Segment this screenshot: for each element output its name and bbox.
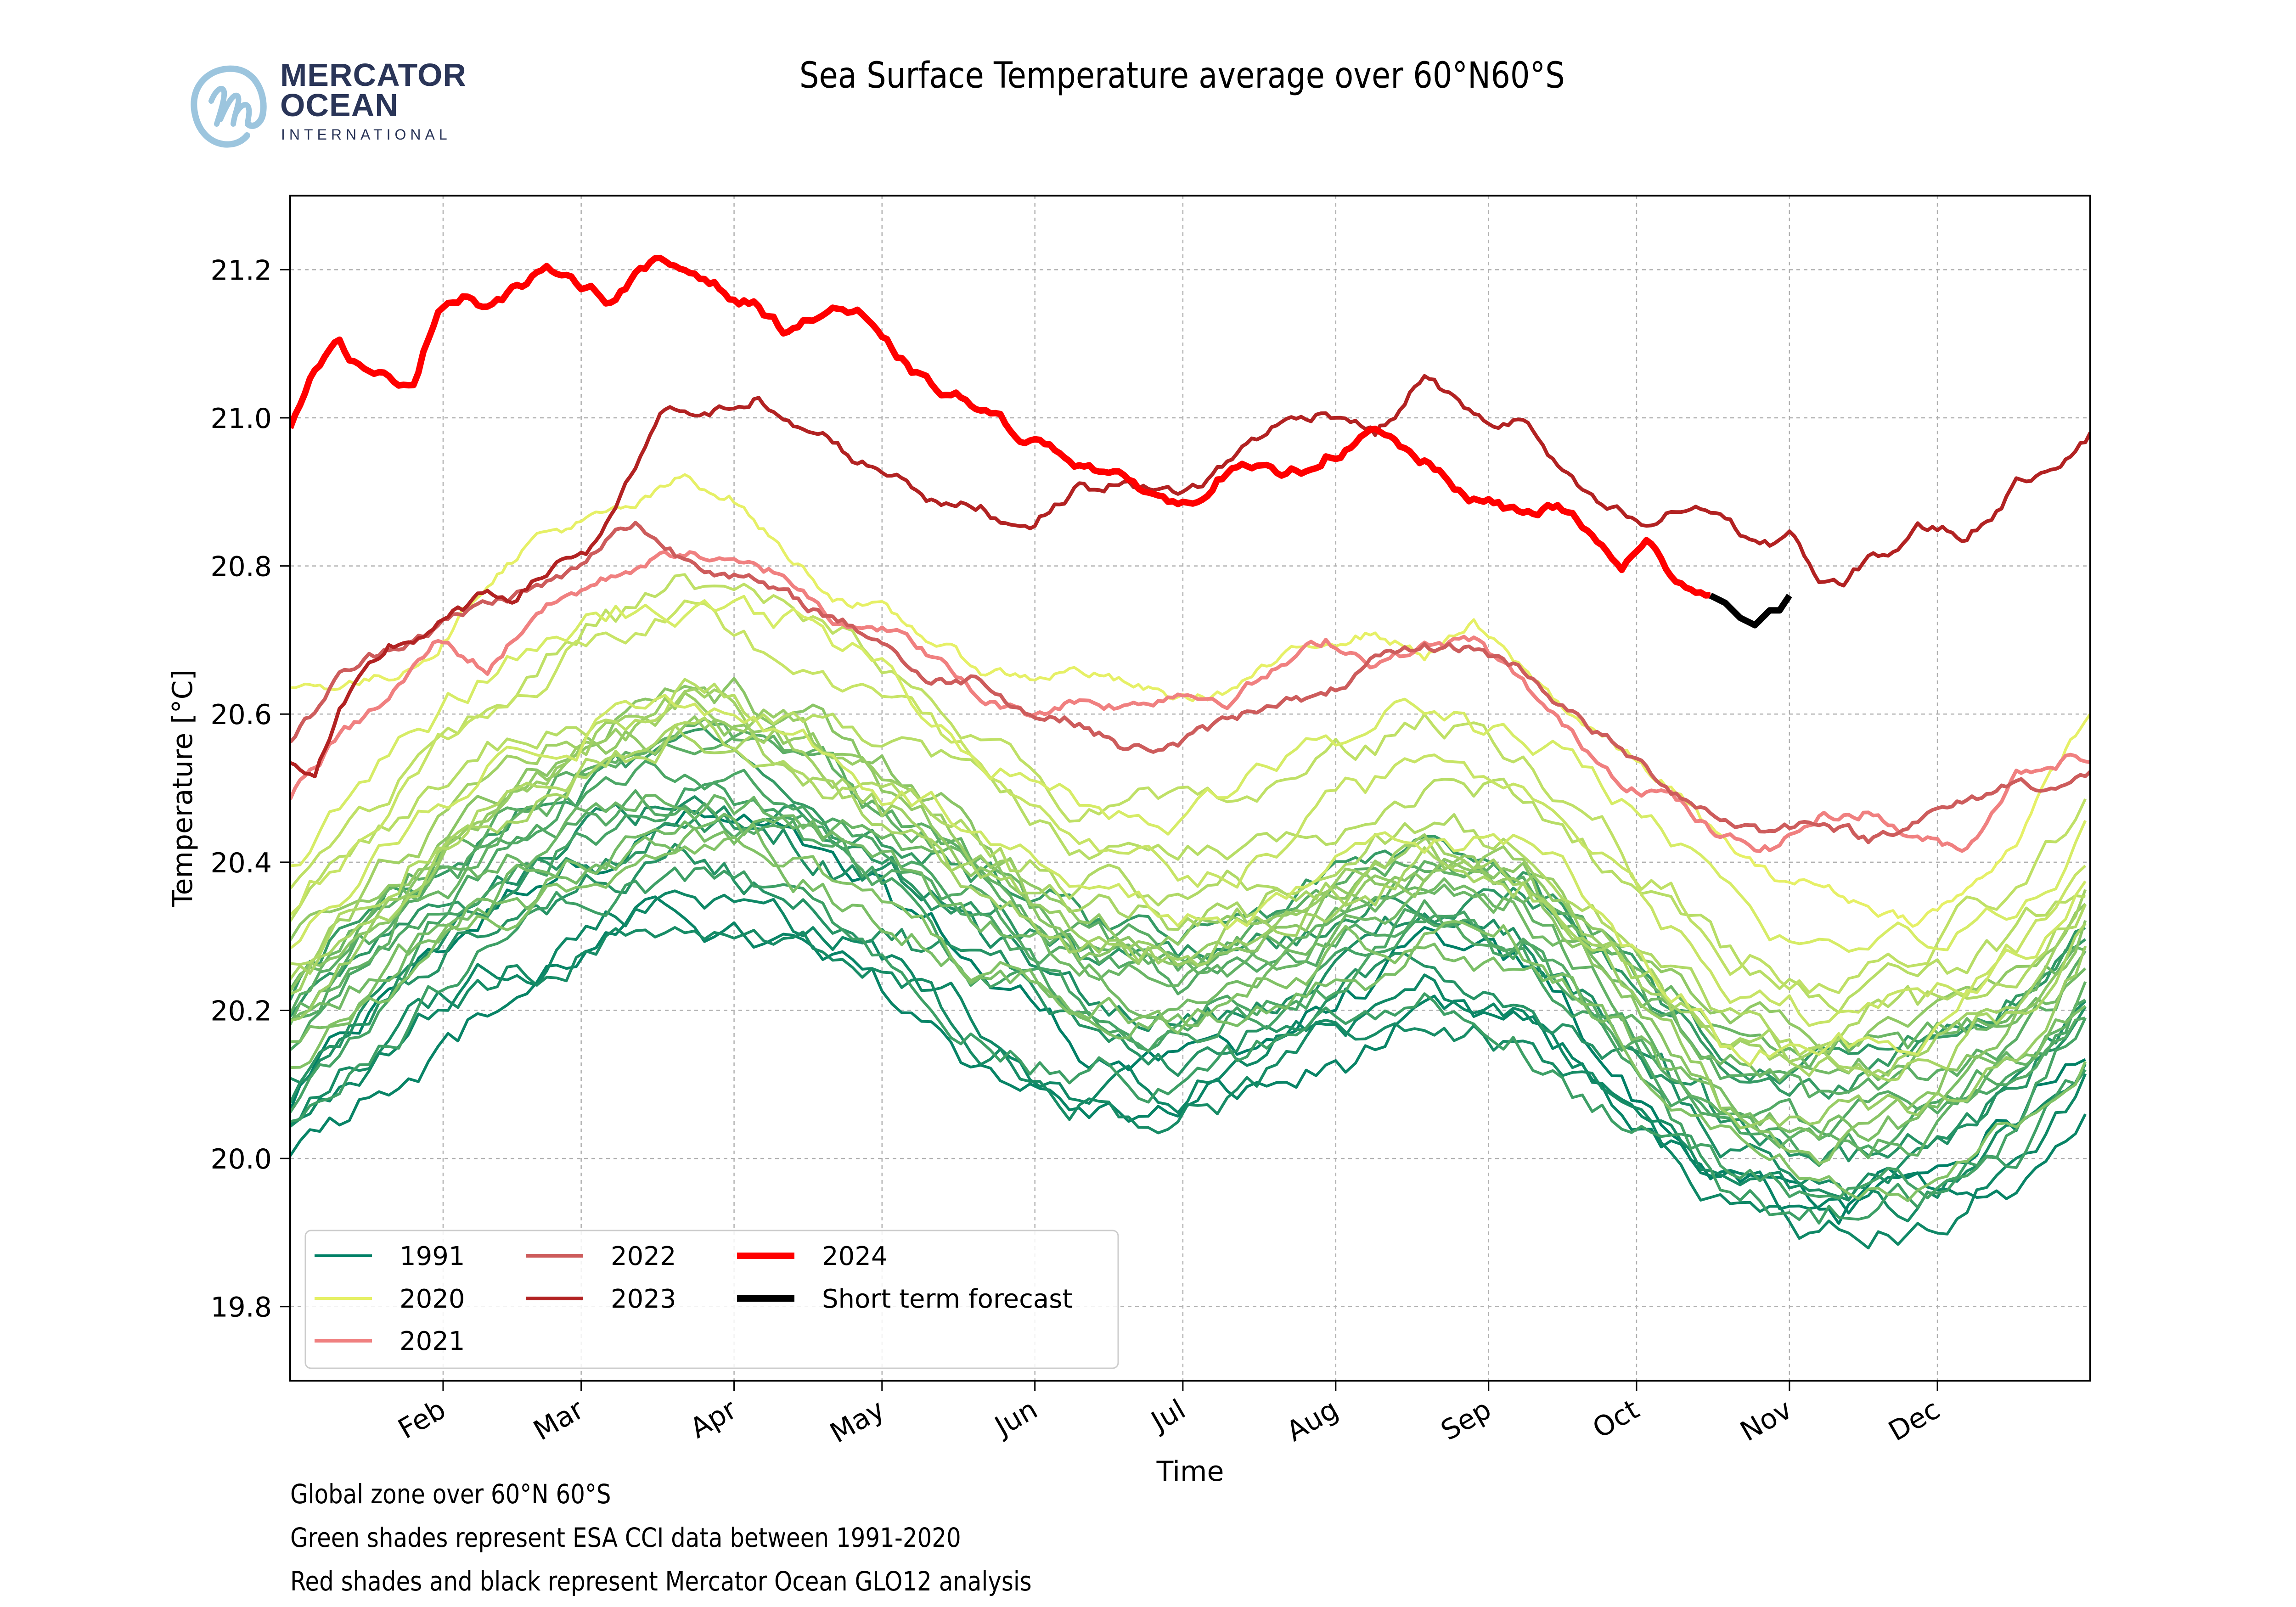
y-tick-label: 21.0 <box>210 403 272 435</box>
logo-wordmark: MERCATOR OCEAN <box>280 57 467 123</box>
series-line-2018 <box>290 694 2087 1067</box>
y-axis-label: Temperature [°C] <box>167 669 199 908</box>
y-tick-label: 20.8 <box>210 551 272 583</box>
series-line-2017 <box>290 599 2087 1027</box>
chart-title: Sea Surface Temperature average over 60°… <box>799 55 1565 96</box>
legend-label: 2023 <box>611 1284 676 1314</box>
legend-label: 2021 <box>400 1326 465 1356</box>
series-line-2006 <box>290 813 2087 1083</box>
series-line-2009 <box>290 677 2087 1165</box>
plot-frame <box>289 195 2091 1382</box>
x-tick-label: Oct <box>1587 1393 1645 1444</box>
series-line-2024 <box>290 254 1711 599</box>
footnote-zone: Global zone over 60°N 60°S <box>290 1478 611 1510</box>
series-line-1994 <box>290 926 2087 1223</box>
series-line-2012 <box>290 687 2087 1077</box>
legend-label: 2022 <box>611 1242 676 1271</box>
legend-box <box>304 1230 1119 1369</box>
footnote-red-shades: Red shades and black represent Mercator … <box>290 1566 1032 1597</box>
x-axis: Feb Mar Apr May Jun Jul Aug Sep Oct Nov Dec <box>393 1381 1946 1450</box>
series-line-2005 <box>290 794 2086 1069</box>
y-tick-label: 21.2 <box>210 254 272 287</box>
series-line-2014 <box>290 716 2087 1057</box>
series-line-2002 <box>290 789 2086 1137</box>
series-line-2008 <box>290 836 2087 1202</box>
x-tick-label: Mar <box>528 1393 589 1447</box>
series-line-2011 <box>290 691 2087 1129</box>
series-line-2001 <box>290 759 2086 1167</box>
x-tick-label: Jul <box>1144 1393 1191 1438</box>
series-line-1999 <box>290 866 2087 1225</box>
logo-line-mercator: MERCATOR <box>280 57 467 93</box>
legend-label: 2020 <box>400 1284 465 1314</box>
series-line-2021 <box>290 550 2090 854</box>
x-tick-label: Nov <box>1735 1393 1797 1448</box>
y-tick-label: 20.6 <box>210 699 272 731</box>
x-tick-label: Aug <box>1281 1393 1344 1448</box>
series-line-1996 <box>290 843 2087 1167</box>
logo-line-ocean: OCEAN <box>280 87 399 123</box>
mercator-m-icon <box>191 65 267 148</box>
series-line-short-term-forecast <box>1709 592 1792 629</box>
mercator-ocean-logo: MERCATOR OCEAN INTERNATIONAL <box>184 57 505 152</box>
y-axis: 19.8 20.0 20.2 20.4 20.6 20.8 21.0 21.2 <box>210 254 290 1324</box>
series-line-2013 <box>290 724 2087 1082</box>
x-tick-label: Feb <box>393 1393 451 1445</box>
x-tick-label: May <box>825 1393 890 1450</box>
series-line-2022 <box>290 521 2090 844</box>
grid-lines <box>290 196 2090 1381</box>
series-line-1993 <box>290 889 2087 1250</box>
y-tick-label: 20.0 <box>210 1143 272 1175</box>
logo-line-international: INTERNATIONAL <box>281 126 451 143</box>
y-tick-label: 20.4 <box>210 847 272 879</box>
x-tick-label: Dec <box>1883 1393 1946 1448</box>
x-tick-label: Sep <box>1435 1393 1497 1447</box>
legend-label: 2024 <box>822 1242 888 1271</box>
series-line-2016 <box>290 573 2087 995</box>
legend-label: 1991 <box>400 1242 465 1271</box>
legend-label: Short term forecast <box>822 1284 1072 1314</box>
footnote-green-shades: Green shades represent ESA CCI data betw… <box>290 1522 961 1553</box>
x-tick-label: Jun <box>988 1393 1043 1443</box>
series-line-1995 <box>290 795 2087 1202</box>
series-line-2020 <box>290 473 2090 928</box>
series-line-2023 <box>290 374 2090 779</box>
x-axis-label: Time <box>1156 1455 1224 1488</box>
y-tick-label: 20.2 <box>210 995 272 1027</box>
legend: 1991 2020 2021 2022 2023 2024 Short term forec… <box>304 1230 1119 1369</box>
x-tick-label: Apr <box>685 1393 742 1445</box>
series-line-2007 <box>290 823 2087 1142</box>
series-line-2010 <box>290 715 2087 1054</box>
series-line-2000 <box>290 781 2087 1200</box>
series-line-2019 <box>290 595 2087 953</box>
series-lines <box>290 254 2090 1250</box>
y-tick-label: 19.8 <box>210 1292 272 1324</box>
